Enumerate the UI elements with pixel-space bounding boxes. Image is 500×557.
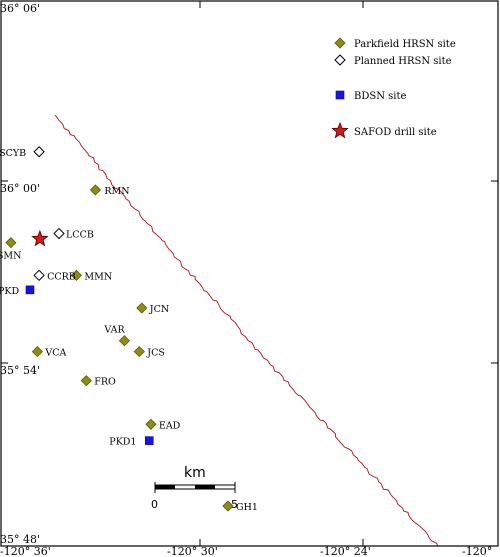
site-label-pkd1: PKD1 (109, 437, 136, 448)
legend-label-diamond-open: Planned HRSN site (354, 56, 452, 67)
station-markers: SCYB RMN LCCB SMN MMN CCRB PKD JCN VAR JCS VCA FRO E… (0, 146, 258, 513)
lat-label-35-48: 35° 48' (0, 533, 40, 546)
site-label-gh1: GH1 (236, 502, 258, 513)
legend-symbol-diamond-filled (334, 37, 346, 49)
bdsn-site-marker-pkd1 (144, 436, 154, 445)
parkfield-hrsn-site-marker-ead (145, 418, 157, 430)
legend-symbol-star (331, 121, 349, 139)
parkfield-hrsn-site-marker-fro (80, 375, 92, 387)
parkfield-hrsn-site-marker-smn (5, 237, 17, 249)
legend-label-square-bdsn: BDSN site (354, 91, 406, 102)
scale-unit-label: km (184, 465, 206, 481)
lat-label-36-00: 36° 00' (0, 182, 40, 195)
parkfield-hrsn-site-marker-vca (31, 346, 44, 358)
site-label-jcn: JCN (149, 304, 169, 315)
site-label-pkd: PKD (0, 286, 19, 297)
legend-symbol-diamond-open (334, 54, 346, 66)
san-andreas-fault-line (54, 114, 438, 546)
site-label-rmn: RMN (104, 186, 129, 197)
site-label-ead: EAD (159, 420, 181, 431)
lon-label-120-36: -120° 36' (0, 545, 51, 557)
legend-symbol-square-bdsn (335, 90, 345, 100)
lon-label-120: -120° (462, 545, 492, 557)
site-label-fro: FRO (94, 377, 116, 388)
parkfield-hrsn-site-marker-jcn (136, 302, 148, 314)
parkfield-hrsn-site-marker-mmn (70, 269, 82, 281)
legend-label-star: SAFOD drill site (354, 127, 437, 138)
scale-tick-0: 0 (151, 498, 158, 511)
site-label-smn: SMN (0, 251, 21, 262)
legend: Parkfield HRSN site Planned HRSN site BDSN… (331, 37, 456, 139)
safod-star-marker (31, 229, 49, 247)
site-label-jcs: JCS (146, 348, 165, 359)
planned-hrsn-site-marker-scyb (33, 146, 45, 158)
site-label-lccb: LCCB (66, 230, 94, 241)
planned-hrsn-site-marker-lccb (53, 227, 65, 240)
site-label-mmn: MMN (84, 271, 112, 282)
parkfield-hrsn-site-marker-var (118, 335, 130, 347)
site-label-ccrb: CCRB (47, 271, 76, 282)
fault-trace (54, 114, 438, 546)
site-label-vca: VCA (44, 348, 66, 359)
legend-label-diamond-filled: Parkfield HRSN site (354, 39, 456, 50)
scale-tick-5: 5 (231, 498, 238, 511)
parkfield-hrsn-site-marker-rmn (89, 184, 101, 196)
site-label-scyb: SCYB (0, 148, 26, 159)
site-label-var: VAR (103, 325, 125, 336)
lat-label-36-06: 36° 06' (0, 2, 40, 15)
planned-hrsn-site-marker-ccrb (33, 269, 45, 282)
lat-label-35-54: 35° 54' (0, 364, 40, 377)
lon-label-120-30: -120° 30' (167, 545, 218, 557)
scale-bar: km 0 5 (151, 465, 238, 511)
lon-label-120-24: -120° 24' (320, 545, 371, 557)
parkfield-hrsn-site-marker-jcs (133, 346, 145, 358)
parkfield-hrsn-site-marker-gh1 (222, 500, 234, 512)
bdsn-site-marker-pkd (25, 285, 35, 295)
